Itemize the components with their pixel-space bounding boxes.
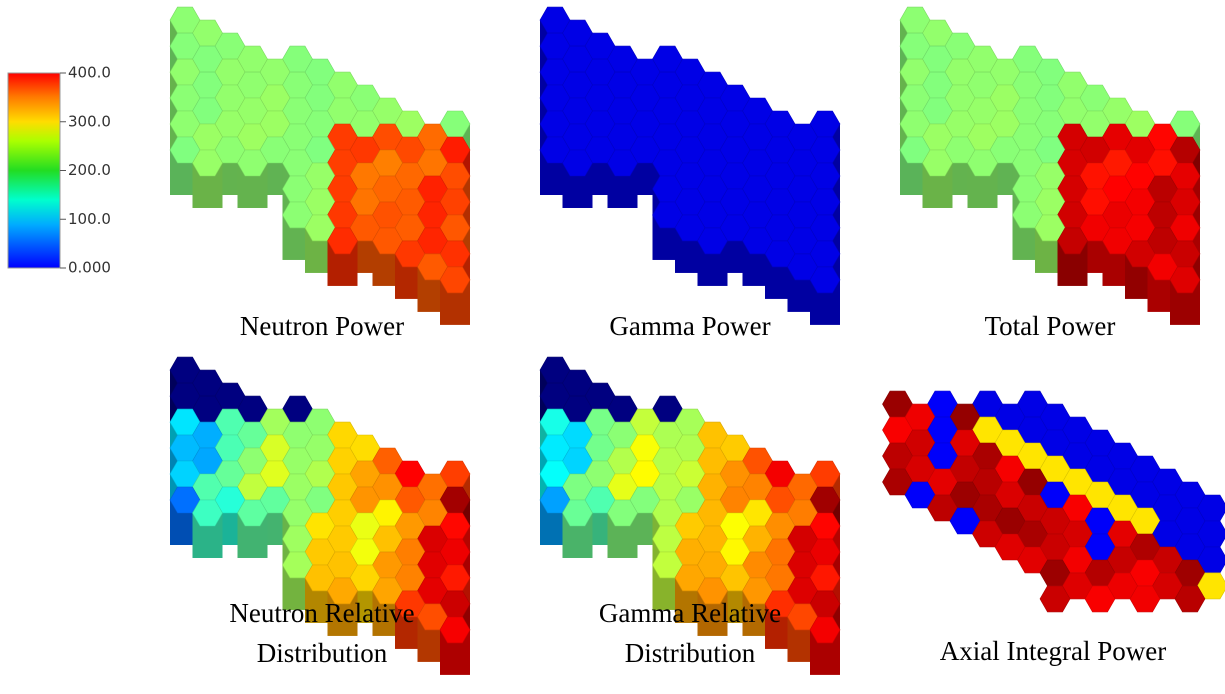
figure: 400.0 300.0 200.0 100.0 0.000 Neutron Power G… — [0, 0, 1225, 694]
panel-caption: Distribution — [625, 638, 756, 668]
panel-caption: Distribution — [257, 638, 388, 668]
panel-caption: Gamma Relative — [599, 598, 781, 628]
colorbar-label: 0.000 — [68, 259, 111, 277]
panels: Neutron Power Gamma Power Total Power Neutr… — [170, 7, 1225, 675]
panel-caption: Total Power — [985, 311, 1116, 341]
panel: Gamma Power — [540, 7, 840, 341]
colorbar-label: 400.0 — [68, 64, 111, 82]
panel: Gamma Relative Distribution — [540, 357, 840, 675]
panel: Total Power — [900, 7, 1200, 341]
colorbar-ticks: 400.0 300.0 200.0 100.0 0.000 — [60, 64, 111, 277]
panel: Neutron Power — [170, 7, 470, 341]
panel-caption: Gamma Power — [609, 311, 770, 341]
colorbar-label: 100.0 — [68, 210, 111, 228]
panel: Axial Integral Power — [883, 391, 1225, 666]
panel-caption: Axial Integral Power — [940, 636, 1166, 666]
panel-caption: Neutron Relative — [229, 598, 414, 628]
colorbar — [8, 73, 60, 268]
panel-caption: Neutron Power — [240, 311, 404, 341]
colorbar-label: 300.0 — [68, 112, 111, 130]
panel: Neutron Relative Distribution — [170, 357, 470, 675]
colorbar-label: 200.0 — [68, 161, 111, 179]
